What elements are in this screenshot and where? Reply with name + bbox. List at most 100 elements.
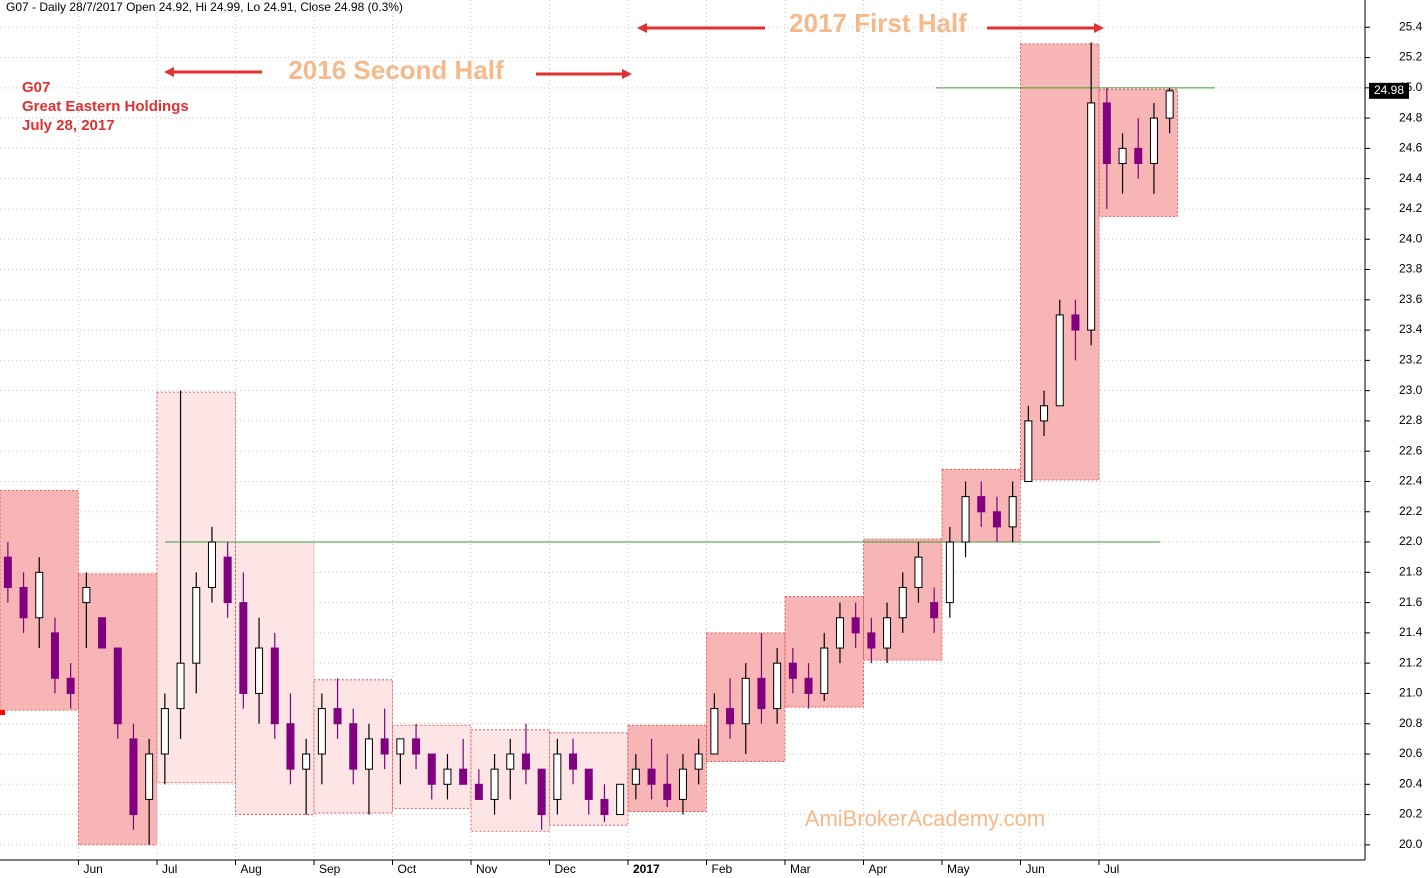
x-tick-label: 2017	[633, 862, 660, 876]
y-tick-label: 20.4	[1399, 776, 1423, 790]
x-tick-label: Dec	[555, 862, 576, 876]
y-tick-label: 24.2	[1399, 201, 1423, 215]
candle-body	[741, 677, 750, 725]
y-tick-label: 24.6	[1399, 141, 1423, 155]
y-tick-label: 24.8	[1399, 110, 1423, 124]
candle-body	[820, 647, 829, 694]
candle-body	[255, 647, 264, 694]
date: July 28, 2017	[22, 117, 115, 134]
candle-body	[349, 723, 358, 770]
price-label-box	[1369, 82, 1409, 99]
candle-body	[1102, 102, 1111, 165]
y-tick-label: 25.4	[1399, 19, 1423, 33]
y-tick-label: 23.2	[1399, 353, 1423, 367]
candle-body	[647, 768, 656, 785]
marker	[0, 710, 5, 715]
candle-body	[851, 617, 860, 634]
x-tick-label: May	[947, 862, 970, 876]
candle-body	[459, 768, 468, 785]
candle-body	[757, 677, 766, 710]
y-tick-label: 23.8	[1399, 262, 1423, 276]
candle-body	[584, 768, 593, 800]
x-tick-label: Oct	[398, 862, 417, 876]
candle-body	[1040, 405, 1049, 422]
candle-body	[239, 602, 248, 694]
candle-body	[192, 586, 201, 664]
candle-body	[1071, 314, 1080, 331]
candle-body	[443, 768, 452, 785]
y-tick-label: 20.6	[1399, 746, 1423, 760]
candle-body	[286, 723, 295, 770]
candle-body	[521, 753, 530, 770]
candle-body	[129, 738, 138, 816]
candle-body	[1087, 102, 1096, 331]
candle-body	[412, 738, 421, 755]
y-tick-label: 21.4	[1399, 625, 1423, 639]
candle-body	[914, 556, 923, 588]
candle-body	[176, 662, 185, 710]
candle-body	[977, 496, 986, 513]
half-label: 2016 Second Half	[288, 55, 504, 85]
candle-body	[333, 708, 342, 725]
candle-body	[710, 708, 719, 755]
chart-title: G07 - Daily 28/7/2017 Open 24.92, Hi 24.…	[6, 0, 403, 14]
candle-body	[663, 783, 672, 800]
x-tick-label: Jun	[84, 862, 103, 876]
candle-body	[98, 617, 107, 649]
candle-body	[490, 768, 499, 800]
candle-body	[726, 708, 735, 725]
y-tick-label: 21.8	[1399, 564, 1423, 578]
y-tick-label: 20.2	[1399, 807, 1423, 821]
candle-body	[867, 632, 876, 649]
candle-body	[207, 541, 216, 588]
candle-body	[537, 768, 546, 816]
half-label: 2017 First Half	[789, 8, 967, 38]
candle-body	[883, 617, 892, 649]
y-tick-label: 23.6	[1399, 292, 1423, 306]
y-tick-label: 25.2	[1399, 50, 1423, 64]
candle-body	[82, 586, 91, 604]
candle-body	[1149, 117, 1158, 165]
candle-body	[945, 541, 954, 604]
y-tick-label: 22.8	[1399, 413, 1423, 427]
candle-body	[804, 677, 813, 694]
candle-body	[145, 753, 154, 800]
candle-body	[427, 753, 436, 785]
candle-body	[223, 556, 232, 604]
x-tick-label: Sep	[319, 862, 341, 876]
candle-body	[1008, 496, 1017, 528]
candle-body	[569, 753, 578, 770]
y-tick-label: 22.2	[1399, 504, 1423, 518]
candle-body	[788, 662, 797, 679]
y-tick-label: 21.0	[1399, 686, 1423, 700]
candle-body	[1055, 314, 1064, 407]
y-tick-label: 21.6	[1399, 595, 1423, 609]
candle-body	[898, 586, 907, 619]
candle-body	[302, 753, 311, 770]
candle-body	[270, 647, 279, 725]
candle-body	[773, 662, 782, 710]
candle-body	[380, 738, 389, 755]
company-name: Great Eastern Holdings	[22, 98, 189, 115]
y-tick-label: 23.4	[1399, 322, 1423, 336]
price-label: 24.98	[1374, 83, 1404, 97]
candle-body	[631, 768, 640, 785]
candle-body	[66, 677, 75, 694]
month-range-box	[1020, 43, 1100, 481]
y-tick-label: 21.2	[1399, 655, 1423, 669]
candle-body	[694, 753, 703, 770]
candle-body	[553, 753, 562, 800]
candle-body	[364, 738, 373, 770]
candle-body	[113, 647, 122, 725]
candle-body	[19, 586, 28, 619]
y-tick-label: 22.0	[1399, 534, 1423, 548]
x-tick-label: Apr	[869, 862, 888, 876]
watermark: AmiBrokerAcademy.com	[805, 806, 1045, 831]
y-tick-label: 22.6	[1399, 443, 1423, 457]
x-tick-label: Nov	[476, 862, 497, 876]
candle-body	[317, 708, 326, 755]
candle-body	[50, 632, 59, 679]
y-tick-label: 24.4	[1399, 171, 1423, 185]
candle-body	[35, 571, 44, 619]
